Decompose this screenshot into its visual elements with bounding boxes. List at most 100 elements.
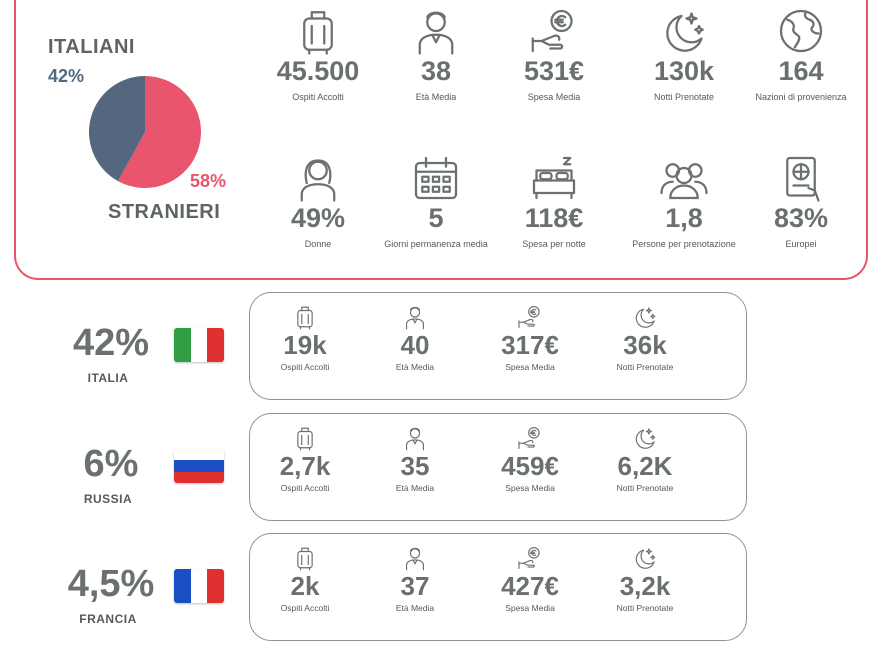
country-name: ITALIA: [87, 371, 129, 385]
euro-hand-icon: [518, 427, 540, 449]
country-stat-caption: Spesa Media: [505, 483, 555, 493]
country-stat-moon-stars: 36k Notti Prenotate: [590, 304, 700, 372]
country-stats-card: [249, 292, 747, 400]
stat-value: 45.500: [276, 56, 360, 86]
pie-slice-stranieri: [118, 76, 201, 188]
person-icon: [405, 306, 425, 330]
stat-bed: 118€ Spesa per notte: [479, 153, 629, 249]
stat-value: 49%: [290, 203, 346, 233]
stat-value: 130k: [653, 56, 715, 86]
country-stat-value: 427€: [501, 571, 559, 601]
stat-luggage: 45.500 Ospiti Accolti: [243, 6, 393, 102]
stat-caption: Europei: [785, 239, 817, 249]
country-stat-value: 2,7k: [279, 451, 331, 481]
stat-caption: Ospiti Accolti: [292, 92, 344, 102]
country-stat-caption: Notti Prenotate: [616, 362, 674, 372]
country-stat-caption: Ospiti Accolti: [280, 362, 330, 372]
flag-italia-icon: [174, 328, 224, 362]
country-stat-person: 40 Età Media: [360, 304, 470, 372]
country-stat-value: 2k: [290, 571, 320, 601]
country-percentage: 6%: [83, 443, 139, 485]
country-stat-person: 35 Età Media: [360, 425, 470, 493]
country-stat-luggage: 19k Ospiti Accolti: [250, 304, 360, 372]
stat-caption: Età Media: [415, 92, 457, 102]
stat-group: 1,8 Persone per prenotazione: [609, 153, 759, 249]
stat-value: 164: [778, 56, 824, 86]
italiani-label: ITALIANI: [48, 36, 135, 58]
country-stat-caption: Spesa Media: [505, 362, 555, 372]
moon-stars-icon: [635, 428, 656, 449]
group-icon: [660, 163, 708, 200]
luggage-icon: [297, 306, 313, 330]
flag-francia-icon: [174, 569, 224, 603]
stat-passport: 83% Europei: [726, 153, 871, 249]
moon-stars-icon: [635, 548, 656, 569]
country-stat-value: 36k: [623, 330, 667, 360]
summary-card: [14, 0, 868, 280]
stat-value: 118€: [524, 203, 584, 233]
flag-russia-icon: [174, 449, 224, 483]
country-stat-value: 3,2k: [619, 571, 671, 601]
country-stat-caption: Età Media: [395, 603, 435, 613]
country-stat-value: 6,2K: [617, 451, 673, 481]
country-stat-caption: Ospiti Accolti: [280, 603, 330, 613]
stat-euro-hand: 531€ Spesa Media: [479, 6, 629, 102]
country-name: RUSSIA: [83, 492, 133, 506]
calendar-icon: [414, 156, 458, 200]
country-stat-value: 40: [400, 330, 430, 360]
woman-icon: [300, 159, 336, 202]
stat-value: 1,8: [665, 203, 703, 233]
stat-calendar: 5 Giorni permanenza media: [361, 153, 511, 249]
country-stat-caption: Ospiti Accolti: [280, 483, 330, 493]
stat-value: 5: [428, 203, 444, 233]
stat-globe: 164 Nazioni di provenienza: [726, 6, 871, 102]
stat-caption: Notti Prenotate: [653, 92, 715, 102]
stat-caption: Giorni permanenza media: [384, 239, 488, 249]
stranieri-label: STRANIERI: [108, 201, 221, 223]
country-stat-person: 37 Età Media: [360, 545, 470, 613]
country-stat-luggage: 2,7k Ospiti Accolti: [250, 425, 360, 493]
country-stat-caption: Notti Prenotate: [616, 603, 674, 613]
luggage-icon: [297, 427, 313, 451]
country-stat-euro-hand: 427€ Spesa Media: [475, 545, 585, 613]
stat-caption: Donne: [304, 239, 332, 249]
stat-caption: Persone per prenotazione: [632, 239, 736, 249]
country-stat-caption: Notti Prenotate: [616, 483, 674, 493]
italiani-percentage: 42%: [48, 66, 85, 86]
country-stat-euro-hand: 459€ Spesa Media: [475, 425, 585, 493]
country-percentage: 42%: [72, 322, 150, 364]
luggage-icon: [297, 547, 313, 571]
country-stats-card: [249, 533, 747, 641]
person-icon: [405, 547, 425, 571]
country-stat-value: 35: [400, 451, 430, 481]
stat-value: 531€: [523, 56, 585, 86]
euro-hand-icon: [518, 547, 540, 569]
stat-caption: Spesa per notte: [522, 239, 586, 249]
bed-icon: [532, 156, 576, 200]
country-stat-value: 459€: [501, 451, 559, 481]
globe-icon: [779, 9, 823, 53]
euro-hand-icon: [531, 9, 573, 53]
country-name: FRANCIA: [79, 612, 137, 626]
moon-stars-icon: [666, 12, 704, 52]
country-stat-value: 19k: [283, 330, 327, 360]
stat-person: 38 Età Media: [361, 6, 511, 102]
stranieri-percentage: 58%: [190, 171, 227, 191]
country-stat-caption: Spesa Media: [505, 603, 555, 613]
country-percentage: 4,5%: [67, 563, 155, 605]
stat-caption: Spesa Media: [527, 92, 581, 102]
moon-stars-icon: [635, 307, 656, 328]
stat-value: 38: [420, 56, 452, 86]
country-stat-value: 37: [400, 571, 430, 601]
person-icon: [405, 427, 425, 451]
stat-caption: Nazioni di provenienza: [755, 92, 847, 102]
country-stat-value: 317€: [501, 330, 559, 360]
stat-moon-stars: 130k Notti Prenotate: [609, 6, 759, 102]
country-stat-caption: Età Media: [395, 362, 435, 372]
origin-pie-chart: [88, 75, 202, 189]
stat-value: 83%: [773, 203, 829, 233]
country-stats-card: [249, 413, 747, 521]
country-stat-euro-hand: 317€ Spesa Media: [475, 304, 585, 372]
country-stat-luggage: 2k Ospiti Accolti: [250, 545, 360, 613]
person-icon: [418, 11, 454, 55]
